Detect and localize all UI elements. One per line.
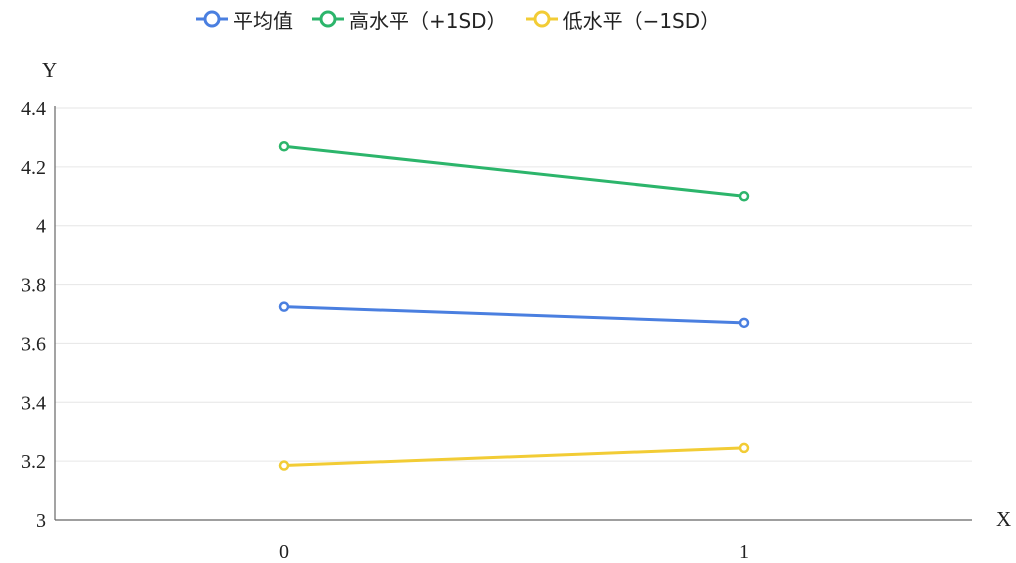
data-point-2-1[interactable] [738,442,750,454]
y-axis-title: Y [42,58,57,82]
grid-lines [55,107,972,462]
data-point-0-0[interactable] [278,301,290,312]
legend-item-high[interactable]: 高水平（+1SD） [311,5,507,34]
chart-legend: 平均值 高水平（+1SD） 低水平（−1SD） [195,4,720,34]
legend-marker-low [525,10,558,28]
y-tick-label: 4.2 [21,157,46,179]
legend-marker-high [312,10,344,28]
x-axis-title: X [996,507,1011,531]
y-tick-label: 4.4 [21,98,46,120]
y-tick-label: 3.4 [21,392,46,414]
series-line-0[interactable] [283,305,745,325]
legend-label-low: 低水平（−1SD） [562,8,721,33]
legend-item-mean[interactable]: 平均值 [195,5,293,34]
legend-label-high: 高水平（+1SD） [349,8,507,33]
series-line-2[interactable] [283,446,745,468]
y-axis-ticks: 3 3.2 3.4 3.6 3.8 4 4.2 4.4 [21,98,46,532]
y-tick-label: 3.2 [21,451,46,473]
legend-marker-mean [196,10,228,28]
data-point-0-1[interactable] [738,317,750,329]
legend-label-mean: 平均值 [233,8,293,33]
y-tick-label: 3 [36,510,46,532]
data-point-1-0[interactable] [278,141,290,152]
x-tick-label: 0 [279,541,289,563]
y-tick-label: 4 [36,216,46,238]
legend-item-low[interactable]: 低水平（−1SD） [525,5,721,34]
series-line-1[interactable] [283,144,745,198]
series-group [278,141,750,471]
x-tick-label: 1 [739,541,749,563]
data-point-1-1[interactable] [738,191,750,202]
data-point-2-0[interactable] [278,460,290,471]
y-tick-label: 3.6 [21,333,46,355]
y-tick-label: 3.8 [21,275,46,297]
